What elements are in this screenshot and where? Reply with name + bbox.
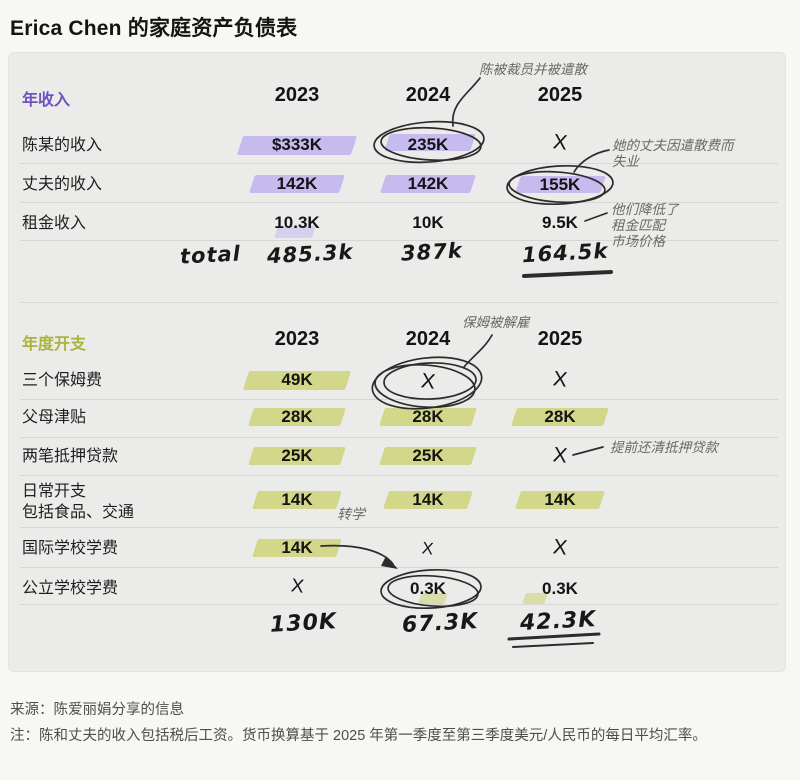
income-cell: 10K bbox=[412, 213, 444, 232]
crossed-out-cell: X bbox=[289, 575, 305, 598]
expense-row-label: 两笔抵押贷款 bbox=[22, 448, 119, 465]
expense-cell: 0.3K bbox=[542, 579, 578, 598]
crossed-out-cell: X bbox=[551, 130, 569, 155]
annotation-mortgage-paid: 提前还清抵押贷款 bbox=[610, 440, 718, 455]
row-divider bbox=[20, 399, 778, 400]
income-cell: 142K bbox=[276, 174, 318, 193]
expense-row-label: 三个保姆费 bbox=[22, 372, 103, 389]
row-divider bbox=[20, 437, 778, 438]
expense-row-label: 日常开支 包括食品、交通 bbox=[22, 483, 135, 521]
income-section-label: 年收入 bbox=[22, 92, 71, 109]
crossed-out-cell: X bbox=[551, 443, 569, 468]
income-cell: $333K bbox=[271, 135, 323, 154]
expense-total-2025: 42.3K bbox=[519, 607, 597, 636]
expense-year-2023: 2023 bbox=[274, 328, 320, 350]
expense-year-2025: 2025 bbox=[537, 328, 583, 350]
income-total-2024: 387k bbox=[400, 238, 464, 266]
income-cell: 10.3K bbox=[274, 213, 320, 232]
expense-total-2024: 67.3K bbox=[401, 609, 479, 638]
expense-row-label: 父母津贴 bbox=[22, 409, 87, 426]
income-year-2023: 2023 bbox=[274, 84, 320, 106]
expense-section-label: 年度开支 bbox=[22, 336, 87, 353]
expense-cell: 0.3K bbox=[410, 579, 446, 598]
expense-cell: 49K bbox=[281, 370, 313, 389]
income-cell: 142K bbox=[407, 174, 449, 193]
row-divider bbox=[20, 163, 778, 164]
expense-cell: 14K bbox=[412, 490, 444, 509]
page-title: Erica Chen 的家庭资产负债表 bbox=[10, 17, 298, 40]
source-line: 来源：陈爱丽娟分享的信息 bbox=[10, 702, 184, 718]
expense-cell: 25K bbox=[281, 446, 313, 465]
income-total-2023: 485.3k bbox=[266, 239, 354, 269]
row-divider bbox=[20, 527, 778, 528]
expense-cell: 14K bbox=[281, 538, 313, 557]
row-divider bbox=[20, 604, 778, 605]
expense-cell: 28K bbox=[281, 407, 313, 426]
note-line: 注：陈和丈夫的收入包括税后工资。货币换算基于 2025 年第一季度至第三季度美元… bbox=[10, 728, 707, 744]
row-divider bbox=[20, 202, 778, 203]
income-cell: 235K bbox=[407, 135, 449, 154]
row-divider bbox=[20, 240, 778, 241]
expense-row-sublabel: 包括食品、交通 bbox=[22, 504, 135, 521]
expense-year-2024: 2024 bbox=[405, 328, 451, 350]
row-divider bbox=[20, 475, 778, 476]
expense-cell: 25K bbox=[412, 446, 444, 465]
expense-cell: 14K bbox=[544, 490, 576, 509]
expense-total-2023: 130K bbox=[268, 609, 338, 638]
income-row-label: 陈某的收入 bbox=[22, 137, 103, 154]
crossed-out-cell: X bbox=[421, 538, 435, 559]
expense-cell: 14K bbox=[281, 490, 313, 509]
income-total-label: total bbox=[178, 241, 242, 269]
expense-cell: 28K bbox=[544, 407, 576, 426]
income-row-label: 租金收入 bbox=[22, 215, 87, 232]
annotation-rent-lowered: 他们降低了 租金匹配 市场价格 bbox=[611, 202, 679, 249]
expense-row-label: 公立学校学费 bbox=[22, 580, 119, 597]
income-year-2024: 2024 bbox=[405, 84, 451, 106]
crossed-out-cell: X bbox=[551, 535, 569, 560]
crossed-out-cell: X bbox=[419, 369, 437, 394]
section-divider bbox=[20, 302, 778, 303]
annotation-chen-laid-off: 陈被裁员并被遣散 bbox=[479, 62, 587, 77]
row-divider bbox=[20, 567, 778, 568]
income-cell: 9.5K bbox=[542, 213, 578, 232]
annotation-nanny-fired: 保姆被解雇 bbox=[462, 315, 530, 330]
annotation-school-transfer: 转学 bbox=[337, 506, 365, 522]
crossed-out-cell: X bbox=[551, 367, 569, 392]
income-total-2025: 164.5k bbox=[521, 238, 609, 268]
income-cell: 155K bbox=[539, 175, 581, 194]
annotation-husband-unemployed: 她的丈夫因遣散费而 失业 bbox=[612, 138, 734, 169]
income-row-label: 丈夫的收入 bbox=[22, 176, 103, 193]
expense-row-label: 国际学校学费 bbox=[22, 540, 119, 557]
income-year-2025: 2025 bbox=[537, 84, 583, 106]
expense-cell: 28K bbox=[412, 407, 444, 426]
